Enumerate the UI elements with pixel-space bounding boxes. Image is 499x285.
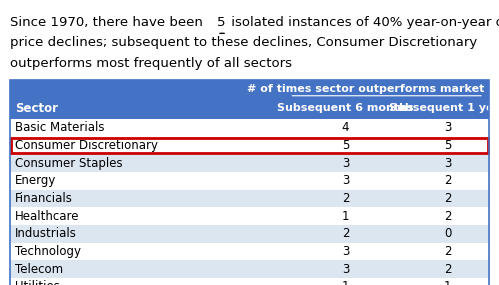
Text: 3: 3 bbox=[342, 245, 349, 258]
Text: 0: 0 bbox=[444, 227, 452, 240]
FancyBboxPatch shape bbox=[10, 119, 489, 137]
Text: Basic Materials: Basic Materials bbox=[15, 121, 104, 134]
FancyBboxPatch shape bbox=[10, 190, 489, 207]
Text: 2: 2 bbox=[444, 245, 452, 258]
Text: Subsequent 6 months: Subsequent 6 months bbox=[277, 103, 414, 113]
Text: outperforms most frequently of all sectors: outperforms most frequently of all secto… bbox=[10, 57, 292, 70]
Text: 5: 5 bbox=[217, 16, 226, 29]
FancyBboxPatch shape bbox=[10, 278, 489, 285]
Text: Industrials: Industrials bbox=[15, 227, 77, 240]
Text: Since 1970, there have been: Since 1970, there have been bbox=[10, 16, 207, 29]
Text: Telecom: Telecom bbox=[15, 262, 63, 276]
Text: 2: 2 bbox=[444, 262, 452, 276]
Text: 2: 2 bbox=[444, 192, 452, 205]
Text: 3: 3 bbox=[342, 174, 349, 187]
Text: 3: 3 bbox=[342, 262, 349, 276]
Text: 3: 3 bbox=[444, 156, 452, 170]
FancyBboxPatch shape bbox=[10, 80, 489, 119]
FancyBboxPatch shape bbox=[10, 137, 489, 154]
Text: 5: 5 bbox=[342, 139, 349, 152]
Text: price declines; subsequent to these declines, Consumer Discretionary: price declines; subsequent to these decl… bbox=[10, 36, 477, 49]
FancyBboxPatch shape bbox=[10, 225, 489, 243]
Text: Financials: Financials bbox=[15, 192, 73, 205]
FancyBboxPatch shape bbox=[10, 154, 489, 172]
Text: Utilities: Utilities bbox=[15, 280, 60, 285]
Text: 2: 2 bbox=[342, 192, 349, 205]
Text: Consumer Discretionary: Consumer Discretionary bbox=[15, 139, 158, 152]
Text: 5: 5 bbox=[444, 139, 452, 152]
Text: 1: 1 bbox=[444, 280, 452, 285]
Text: 2: 2 bbox=[342, 227, 349, 240]
FancyBboxPatch shape bbox=[10, 172, 489, 190]
Text: isolated instances of 40% year-on-year oil: isolated instances of 40% year-on-year o… bbox=[227, 16, 499, 29]
Text: 2: 2 bbox=[444, 209, 452, 223]
Text: 4: 4 bbox=[342, 121, 349, 134]
FancyBboxPatch shape bbox=[10, 243, 489, 260]
Text: Energy: Energy bbox=[15, 174, 56, 187]
FancyBboxPatch shape bbox=[10, 207, 489, 225]
Text: 3: 3 bbox=[342, 156, 349, 170]
Text: Healthcare: Healthcare bbox=[15, 209, 79, 223]
Text: # of times sector outperforms market over…: # of times sector outperforms market ove… bbox=[247, 84, 499, 94]
Text: Subsequent 1 year: Subsequent 1 year bbox=[389, 103, 499, 113]
Text: 1: 1 bbox=[342, 280, 349, 285]
FancyBboxPatch shape bbox=[10, 260, 489, 278]
Text: 1: 1 bbox=[342, 209, 349, 223]
Text: Sector: Sector bbox=[15, 102, 58, 115]
Text: 2: 2 bbox=[444, 174, 452, 187]
Text: Technology: Technology bbox=[15, 245, 81, 258]
Text: Consumer Staples: Consumer Staples bbox=[15, 156, 123, 170]
Text: 3: 3 bbox=[444, 121, 452, 134]
